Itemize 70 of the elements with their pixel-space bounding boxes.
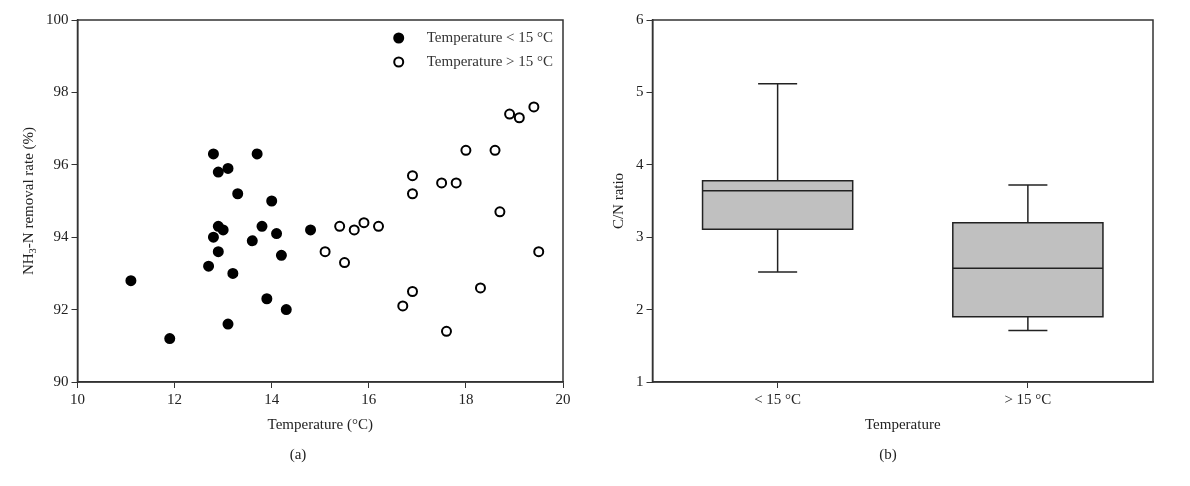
point: [271, 228, 283, 240]
point: [513, 112, 525, 124]
y-tick-label: 4: [636, 155, 644, 172]
legend-label: Temperature > 15 °C: [426, 52, 554, 69]
point: [397, 300, 409, 312]
point: [266, 195, 278, 207]
point: [339, 257, 351, 269]
point: [246, 235, 258, 247]
point: [212, 166, 224, 178]
y-tick-label: 92: [53, 300, 69, 317]
point: [474, 282, 486, 294]
point: [494, 206, 506, 218]
point: [207, 148, 219, 160]
text: (b): [879, 446, 897, 463]
point: [407, 286, 418, 297]
y-tick-label: 94: [53, 228, 69, 245]
point: [275, 249, 287, 261]
point: [489, 144, 501, 156]
point: [528, 101, 540, 113]
y-tick-label: 96: [53, 155, 69, 172]
x-tick-label: > 15 °C: [1004, 390, 1052, 407]
point: [305, 224, 317, 236]
point: [460, 144, 472, 156]
point: [407, 188, 418, 200]
y-tick-label: 6: [636, 10, 644, 27]
point: [232, 188, 244, 200]
point: [207, 231, 219, 243]
x-axis-title: Temperature: [864, 415, 941, 432]
x-tick-label: 20: [555, 390, 571, 407]
point: [450, 177, 462, 189]
point: [164, 333, 176, 345]
x-tick-label: 14: [264, 390, 280, 407]
point: [533, 246, 545, 258]
point: [227, 267, 239, 279]
y-tick-label: 90: [53, 372, 69, 389]
y-tick-label: 100: [46, 10, 69, 27]
point: [222, 318, 234, 330]
point: [212, 246, 224, 258]
y-tick-label: 2: [636, 300, 644, 317]
y-axis-title: NH3-N removal rate (%): [19, 126, 39, 276]
point: [217, 224, 229, 236]
point: [407, 170, 418, 182]
point: [251, 148, 263, 160]
point: [504, 108, 516, 120]
point: [203, 260, 215, 272]
x-tick-label: < 15 °C: [754, 390, 802, 407]
point: [348, 224, 360, 236]
y-tick-label: 98: [53, 83, 69, 100]
point: [256, 220, 268, 232]
point: [319, 246, 331, 258]
x-tick-label: 10: [70, 390, 85, 407]
point: [125, 275, 137, 287]
y-tick-label: 1: [636, 372, 644, 389]
legend-label: Temperature < 15 °C: [426, 28, 554, 45]
y-tick-label: 5: [636, 83, 644, 100]
x-axis-title: Temperature (°C): [267, 415, 373, 433]
point: [440, 325, 452, 337]
point: [334, 220, 346, 232]
point: [358, 217, 370, 229]
point: [222, 162, 234, 174]
x-tick-label: 12: [167, 390, 183, 407]
y-tick-label: 3: [636, 228, 644, 245]
text: (a): [289, 446, 307, 463]
x-tick-label: 16: [361, 390, 377, 407]
x-tick-label: 18: [458, 390, 474, 407]
point: [373, 220, 385, 232]
y-axis-title: C/N ratio: [609, 172, 626, 230]
point: [261, 293, 273, 305]
point: [280, 304, 292, 316]
point: [436, 177, 448, 189]
